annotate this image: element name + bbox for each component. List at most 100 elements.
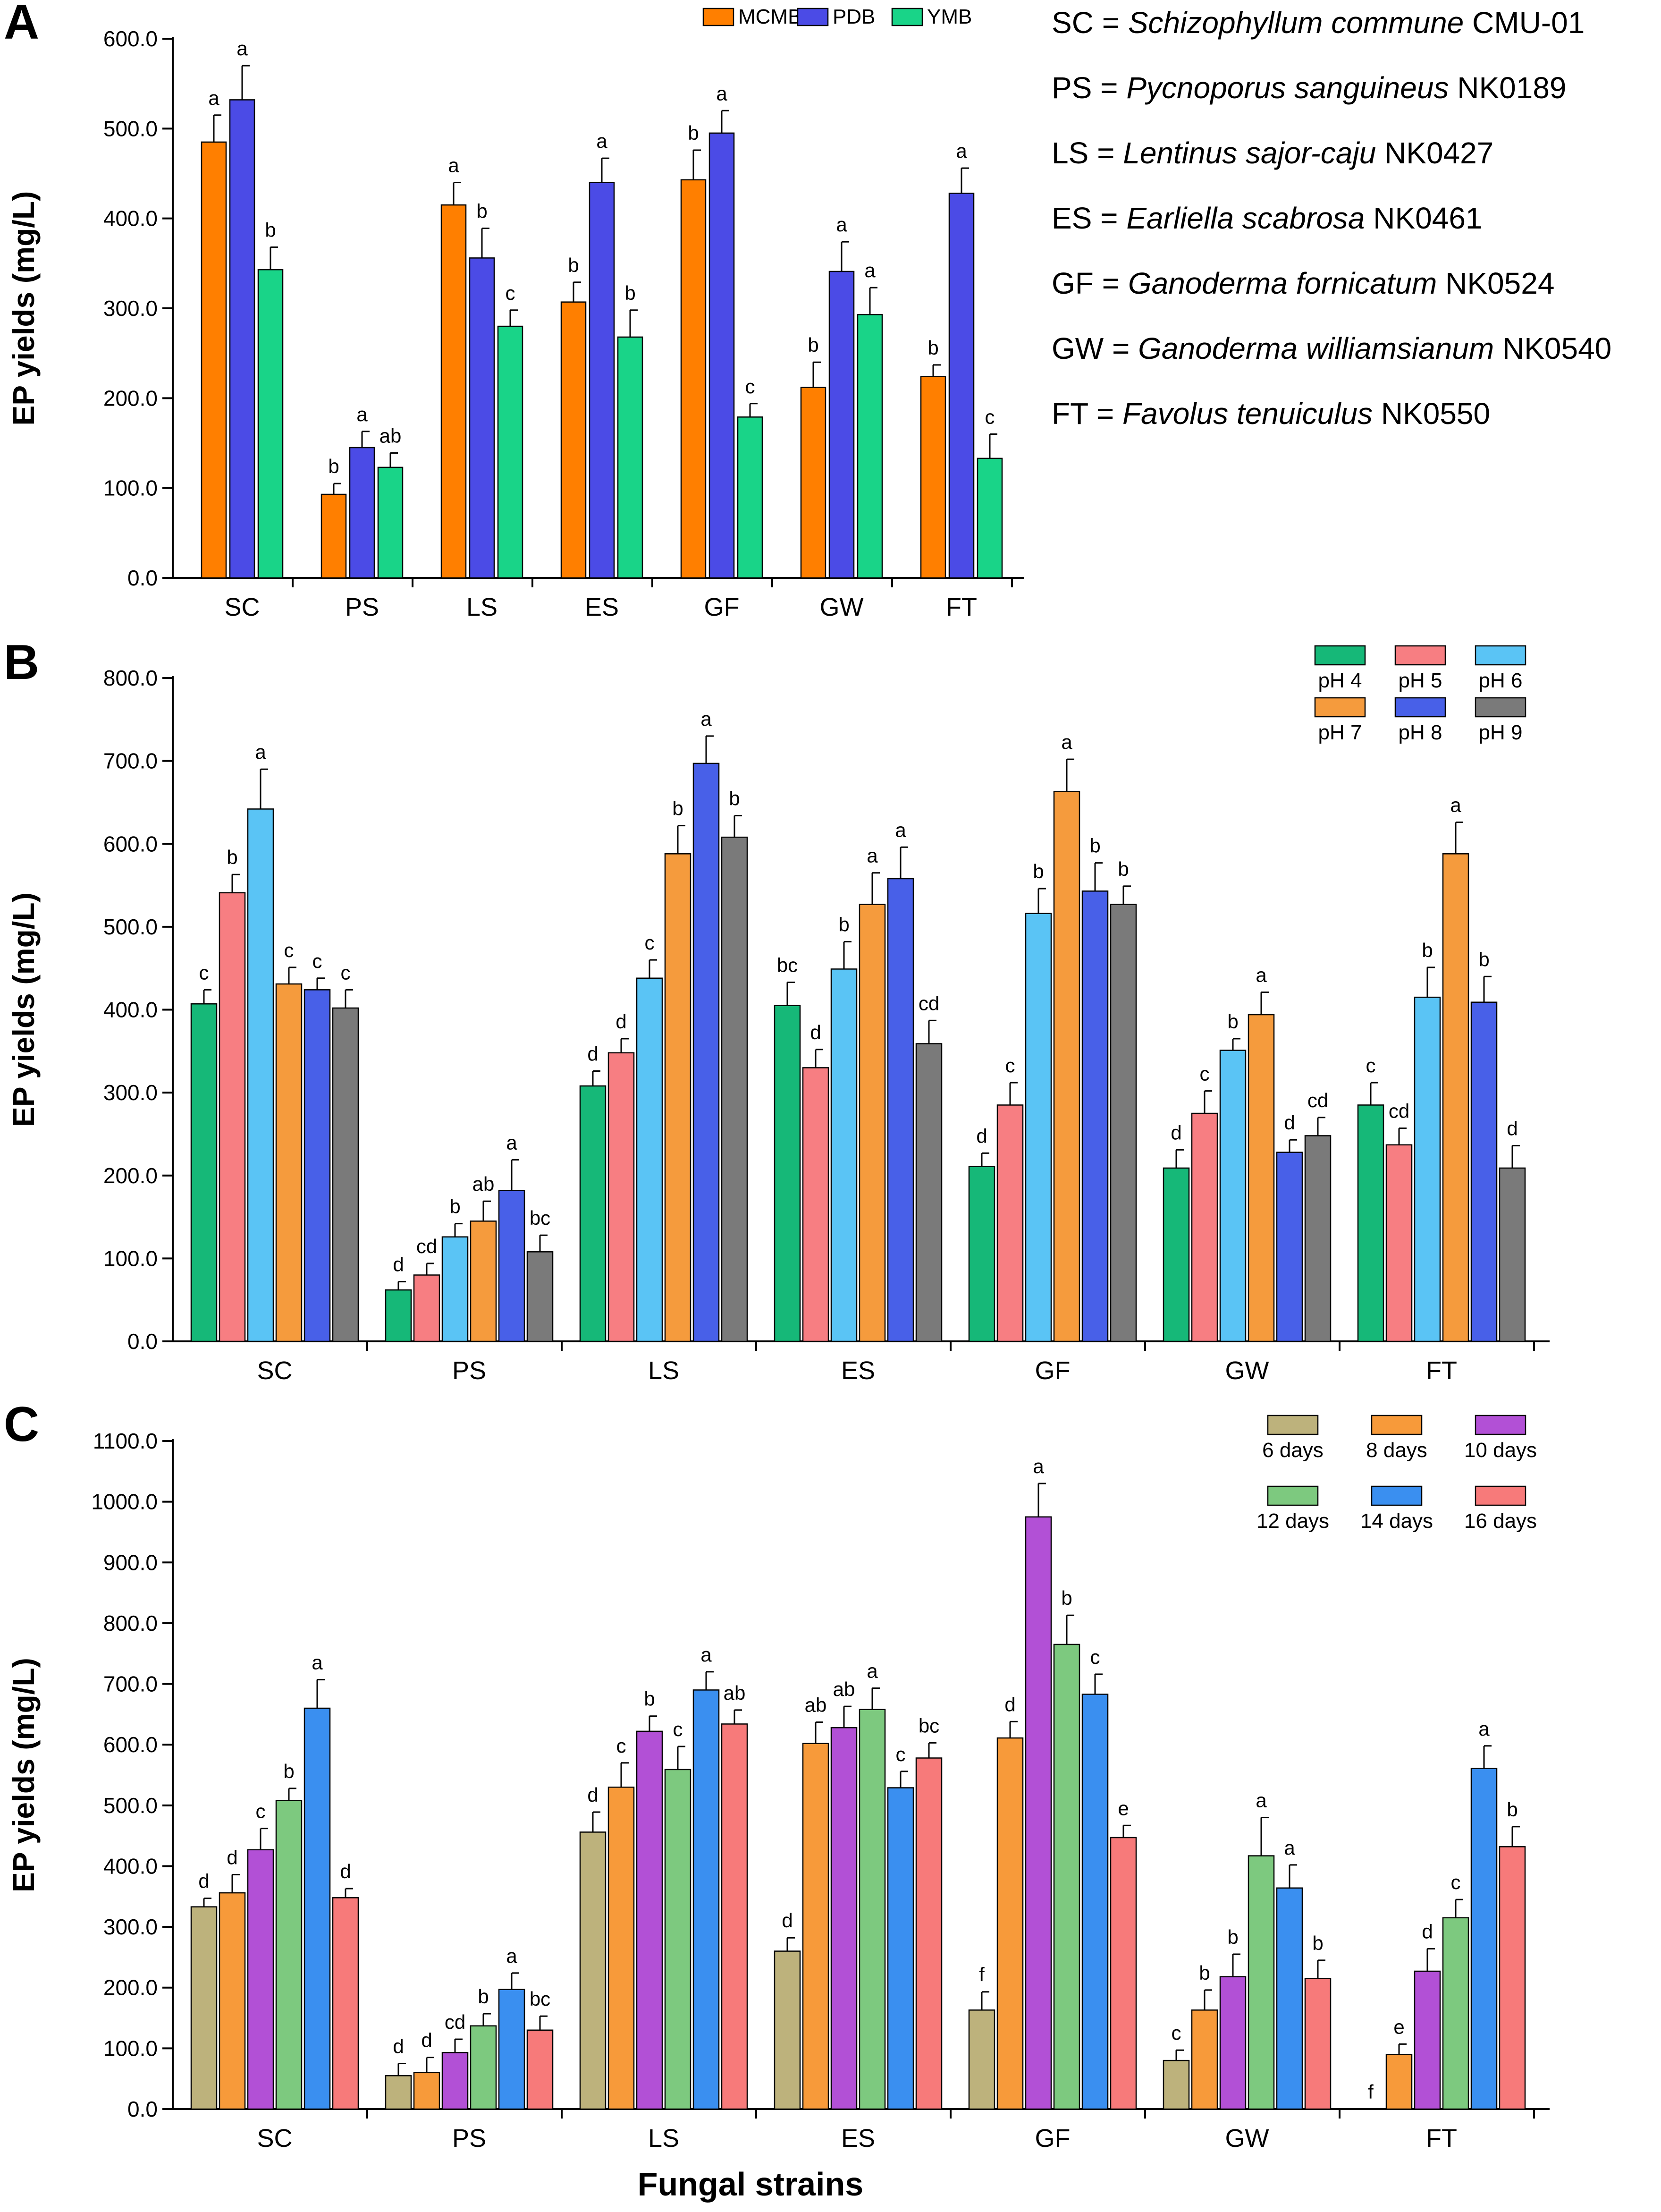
y-tick-label: 800.0	[103, 1611, 158, 1636]
bar	[887, 1787, 914, 2110]
significance-label: b	[1478, 948, 1489, 970]
bar	[470, 2025, 497, 2110]
bar	[800, 387, 826, 579]
bar	[1081, 1694, 1109, 2110]
x-category-label: SC	[224, 593, 260, 621]
bar	[469, 257, 495, 579]
bar	[1025, 913, 1052, 1342]
bar	[579, 1831, 607, 2110]
bar	[1442, 853, 1469, 1342]
bar	[887, 878, 914, 1342]
significance-label: b	[328, 455, 339, 477]
significance-label: a	[716, 82, 727, 104]
bar	[1470, 1001, 1498, 1342]
panel-b: B EP yields (mg/L) 0.0 100.0 200.0 300.0 400…	[4, 635, 1550, 1385]
x-category-label: LS	[648, 2124, 679, 2153]
abbreviation-row: LS = Lentinus sajor-caju NK0427	[1052, 136, 1493, 170]
legend-label: pH 6	[1479, 669, 1523, 692]
legend-swatch	[1475, 1485, 1526, 1506]
x-category-label: PS	[345, 593, 379, 621]
bar	[607, 1786, 635, 2110]
x-category-label: GW	[820, 593, 864, 621]
bar	[1442, 1917, 1469, 2110]
bar	[830, 1727, 858, 2110]
significance-label: b	[476, 200, 487, 222]
significance-label: c	[1451, 1871, 1461, 1893]
significance-label: c	[673, 1718, 683, 1740]
y-tick-label: 600.0	[103, 1732, 158, 1757]
y-tick-label: 700.0	[103, 749, 158, 773]
bar	[1414, 1970, 1441, 2110]
bar	[828, 271, 855, 579]
bar	[1081, 890, 1109, 1342]
bar	[859, 904, 886, 1342]
significance-label: b	[624, 282, 635, 304]
significance-label: f	[1368, 2081, 1374, 2103]
bar	[1385, 2053, 1413, 2110]
legend-swatch	[1475, 645, 1526, 666]
significance-label: c	[896, 1743, 906, 1765]
significance-label: d	[340, 1860, 351, 1882]
significance-label: ab	[379, 424, 402, 447]
bar	[385, 2075, 412, 2110]
bar	[219, 892, 246, 1342]
x-category-label: GW	[1225, 2124, 1269, 2153]
significance-label: b	[672, 797, 683, 820]
significance-label: b	[1312, 1932, 1323, 1954]
significance-label: d	[1284, 1111, 1295, 1134]
y-tick-label: 200.0	[103, 1163, 158, 1188]
y-tick-label: 300.0	[103, 296, 158, 321]
bar	[1304, 1978, 1332, 2110]
bar	[413, 1274, 440, 1342]
y-tick-label: 200.0	[103, 1975, 158, 2000]
y-tick-label: 400.0	[103, 206, 158, 231]
x-category-label: SC	[257, 2124, 292, 2153]
significance-label: c	[1090, 1646, 1100, 1668]
significance-label: a	[208, 87, 219, 109]
bar	[470, 1220, 497, 1342]
bar	[526, 1251, 554, 1342]
bar	[190, 1003, 218, 1342]
y-tick-label: 600.0	[103, 831, 158, 856]
panel-c-letter: C	[4, 1397, 39, 1452]
bar	[721, 836, 748, 1342]
significance-label: b	[808, 334, 818, 356]
significance-label: a	[596, 130, 607, 152]
x-category-label: PS	[452, 1356, 486, 1385]
x-category-label: FT	[946, 593, 977, 621]
significance-label: a	[255, 741, 266, 763]
abbreviation-row: GF = Ganoderma fornicatum NK0524	[1052, 266, 1554, 300]
y-tick-label: 500.0	[103, 1793, 158, 1818]
bar	[1053, 1644, 1080, 2110]
abbreviation-key: SC = Schizophyllum commune CMU-01 PS = P…	[1052, 6, 1611, 431]
panel-a-y-axis-title: EP yields (mg/L)	[7, 191, 41, 426]
bar	[413, 2072, 440, 2110]
bar	[275, 983, 303, 1342]
panel-a: A EP yields (mg/L) 0.0 100.0 200.0 300.0 400…	[4, 0, 1024, 621]
bar	[1414, 996, 1441, 1342]
significance-label: a	[956, 140, 967, 162]
significance-label: b	[283, 1760, 294, 1782]
x-category-label: LS	[466, 593, 497, 621]
bar	[680, 179, 707, 579]
significance-label: cd	[919, 992, 939, 1014]
bar	[1357, 1104, 1384, 1342]
legend-swatch	[891, 8, 923, 26]
significance-label: a	[700, 1644, 712, 1666]
y-tick-label: 1100.0	[93, 1429, 158, 1453]
panel-b-y-axis-title: EP yields (mg/L)	[7, 892, 41, 1127]
significance-label: d	[227, 1846, 237, 1868]
legend-swatch	[1314, 645, 1366, 666]
significance-label: b	[1227, 1010, 1238, 1033]
significance-label: c	[985, 406, 995, 428]
significance-label: c	[256, 1800, 266, 1822]
significance-label: d	[1171, 1121, 1181, 1144]
bar	[1163, 2059, 1190, 2110]
y-tick-label: 500.0	[103, 915, 158, 939]
significance-label: a	[1284, 1837, 1295, 1859]
panel-c: C EP yields (mg/L) 0.0 100.0 200.0 300.0 400…	[4, 1397, 1550, 2153]
legend-label: 16 days	[1464, 1509, 1537, 1533]
bar	[1304, 1135, 1332, 1342]
legend: MCMB PDB YMB	[702, 5, 972, 28]
abbreviation-row: FT = Favolus tenuiculus NK0550	[1052, 397, 1490, 431]
